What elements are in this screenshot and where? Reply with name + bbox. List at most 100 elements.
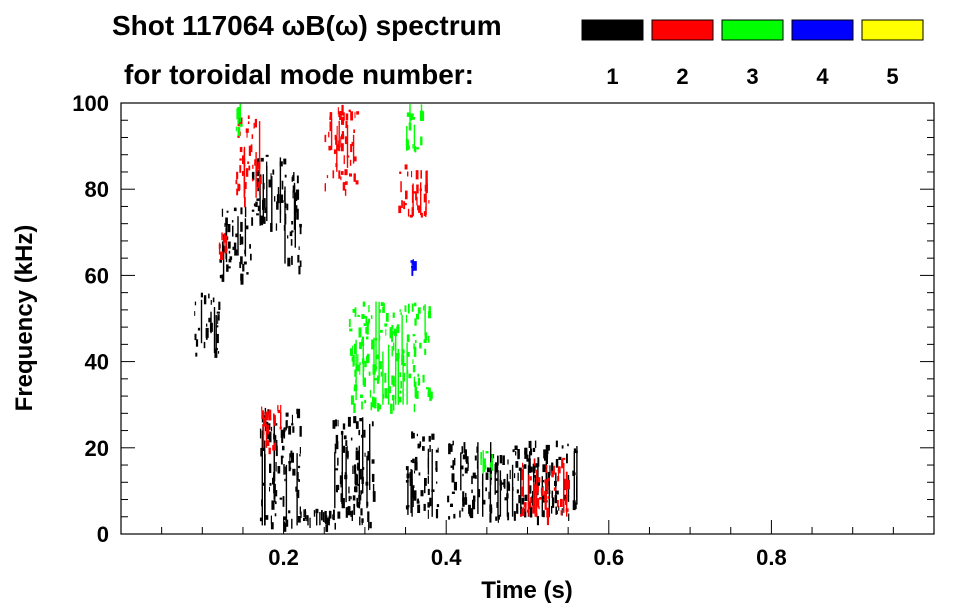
spectral-mark-mode-1 xyxy=(546,457,548,465)
spectral-mark-mode-1 xyxy=(296,189,300,200)
x-axis-label: Time (s) xyxy=(481,577,573,604)
spectral-mark-mode-1 xyxy=(194,301,197,306)
y-tick-label: 80 xyxy=(85,177,109,202)
spectral-mark-mode-1 xyxy=(452,440,454,446)
spectral-mark-mode-3 xyxy=(361,338,363,346)
spectral-mark-mode-2 xyxy=(262,424,264,427)
spectral-mark-mode-3 xyxy=(413,403,416,413)
spectral-mark-mode-3 xyxy=(423,305,425,311)
spectral-mark-mode-1 xyxy=(321,510,323,521)
spectral-mark-mode-3 xyxy=(359,364,361,375)
spectral-mark-mode-1 xyxy=(476,446,478,453)
spectral-streak-mode-2 xyxy=(223,236,225,246)
spectral-mark-mode-2 xyxy=(253,122,255,129)
spectral-streak-mode-3 xyxy=(387,344,390,405)
spectral-mark-mode-1 xyxy=(454,457,456,466)
spectral-mark-mode-1 xyxy=(227,224,231,233)
spectral-mark-mode-1 xyxy=(551,497,555,508)
spectral-mark-mode-2 xyxy=(265,411,269,418)
spectral-mark-mode-1 xyxy=(270,222,273,232)
legend-swatch-mode-2 xyxy=(651,19,714,41)
spectral-mark-mode-1 xyxy=(513,511,516,521)
spectral-mark-mode-1 xyxy=(468,506,470,517)
spectral-mark-mode-1 xyxy=(288,461,291,472)
spectral-streak-mode-1 xyxy=(369,423,371,491)
spectral-mark-mode-1 xyxy=(303,518,306,521)
spectral-mark-mode-3 xyxy=(374,378,378,381)
spectral-mark-mode-1 xyxy=(267,429,270,440)
spectral-mark-mode-2 xyxy=(353,156,357,162)
spectral-streak-mode-3 xyxy=(239,103,241,116)
spectral-mark-mode-1 xyxy=(358,429,361,436)
spectral-mark-mode-1 xyxy=(336,484,340,490)
spectral-mark-mode-1 xyxy=(259,517,263,522)
spectral-mark-mode-2 xyxy=(324,183,326,192)
spectral-mark-mode-2 xyxy=(351,141,354,146)
spectral-mark-mode-1 xyxy=(299,226,302,235)
x-tick-label: 0.8 xyxy=(756,545,787,570)
spectral-mark-mode-2 xyxy=(340,176,342,181)
spectral-mark-mode-1 xyxy=(218,301,221,310)
spectral-mark-mode-2 xyxy=(545,469,548,473)
spectral-mark-mode-1 xyxy=(353,503,356,515)
spectral-mark-mode-1 xyxy=(472,472,476,479)
spectral-mark-mode-1 xyxy=(203,341,206,349)
spectral-mark-mode-2 xyxy=(545,465,548,469)
spectral-mark-mode-1 xyxy=(363,429,366,438)
spectral-mark-mode-2 xyxy=(251,134,254,139)
legend: 1 2 3 4 5 xyxy=(581,19,924,89)
spectral-mark-mode-1 xyxy=(518,494,521,504)
spectral-mark-mode-2 xyxy=(544,500,547,510)
spectral-mark-mode-2 xyxy=(348,109,351,113)
spectral-mark-mode-2 xyxy=(398,205,402,214)
spectral-mark-mode-2 xyxy=(536,498,540,506)
spectral-mark-mode-1 xyxy=(214,348,218,358)
spectral-mark-mode-2 xyxy=(343,112,345,121)
spectral-mark-mode-1 xyxy=(427,509,429,519)
spectral-mark-mode-1 xyxy=(291,255,293,265)
spectral-mark-mode-1 xyxy=(233,207,237,212)
spectral-mark-mode-3 xyxy=(393,342,395,351)
spectral-mark-mode-1 xyxy=(295,486,298,492)
spectral-mark-mode-2 xyxy=(424,184,426,192)
spectral-mark-mode-1 xyxy=(240,207,243,215)
spectral-mark-mode-2 xyxy=(268,409,272,421)
spectral-streak-mode-1 xyxy=(497,470,499,517)
spectral-mark-mode-2 xyxy=(565,498,567,505)
spectral-mark-mode-2 xyxy=(332,170,335,179)
spectral-mark-mode-1 xyxy=(558,456,562,460)
spectral-mark-mode-1 xyxy=(275,462,277,472)
spectral-mark-mode-1 xyxy=(298,265,301,275)
spectral-mark-mode-1 xyxy=(450,465,453,468)
spectral-mark-mode-1 xyxy=(507,483,511,491)
spectral-mark-mode-1 xyxy=(435,461,438,472)
spectral-mark-mode-3 xyxy=(348,319,351,327)
legend-label-mode-5: 5 xyxy=(886,64,898,89)
spectral-mark-mode-1 xyxy=(462,497,465,507)
spectral-mark-mode-3 xyxy=(357,354,359,365)
spectral-mark-mode-2 xyxy=(257,181,260,189)
spectral-streak-mode-1 xyxy=(350,511,352,517)
spectral-mark-mode-1 xyxy=(371,421,374,427)
spectral-mark-mode-2 xyxy=(546,489,549,494)
spectral-mark-mode-2 xyxy=(248,145,251,156)
spectral-streak-mode-1 xyxy=(324,510,326,524)
spectral-mark-mode-2 xyxy=(345,113,349,121)
spectral-mark-mode-1 xyxy=(343,435,347,440)
spectral-mark-mode-3 xyxy=(396,353,399,362)
spectral-mark-mode-1 xyxy=(427,475,429,484)
spectral-mark-mode-1 xyxy=(256,213,259,216)
spectral-mark-mode-2 xyxy=(241,171,244,176)
spectral-mark-mode-2 xyxy=(236,188,239,196)
spectral-mark-mode-1 xyxy=(260,447,263,457)
spectral-mark-mode-3 xyxy=(366,336,369,340)
spectral-mark-mode-3 xyxy=(377,403,380,412)
spectral-mark-mode-3 xyxy=(404,305,407,312)
spectral-streak-mode-1 xyxy=(482,473,484,517)
spectral-mark-mode-2 xyxy=(417,204,419,211)
spectral-mark-mode-1 xyxy=(427,502,430,508)
x-tick-label: 0.6 xyxy=(594,545,625,570)
plot-frame xyxy=(120,102,935,535)
spectral-mark-mode-1 xyxy=(368,521,370,531)
spectral-streak-mode-1 xyxy=(303,509,305,518)
